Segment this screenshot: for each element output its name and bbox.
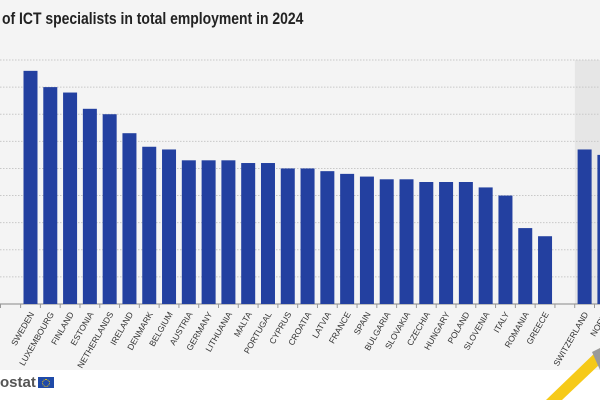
bar-italy — [498, 195, 513, 304]
bar-belgium — [162, 149, 177, 304]
bar-france — [340, 173, 355, 304]
logo-text: ostat — [0, 374, 36, 391]
bar-croatia — [300, 168, 315, 304]
decorative-swoosh — [546, 348, 600, 400]
bar-sweden — [23, 70, 38, 304]
bar-austria — [181, 160, 196, 304]
bar-bulgaria — [379, 179, 394, 304]
bar-norway — [597, 154, 600, 304]
bar-romania — [518, 228, 533, 304]
chart-panel — [0, 0, 600, 370]
bar-malta — [241, 163, 256, 304]
bar-latvia — [320, 171, 335, 304]
bar-switzerland — [577, 149, 592, 304]
bar-finland — [63, 92, 78, 305]
bar-portugal — [260, 163, 275, 304]
bar-ireland — [122, 133, 137, 304]
eurostat-logo: ostat — [0, 374, 54, 391]
bar-greece — [538, 236, 553, 304]
bar-poland — [458, 182, 473, 304]
x-tick-label: SPAIN — [352, 310, 373, 337]
bar-hungary — [439, 182, 454, 304]
bar-denmark — [142, 146, 157, 304]
bar-slovakia — [399, 179, 414, 304]
eu-flag-icon — [37, 377, 54, 388]
bar-slovenia — [478, 187, 493, 304]
chart-title: of ICT specialists in total employment i… — [2, 9, 304, 28]
bar-lithuania — [221, 160, 236, 304]
bar-netherlands — [102, 114, 117, 304]
bar-czechia — [419, 182, 434, 304]
x-tick-label: NORW — [588, 310, 600, 338]
bar-cyprus — [280, 168, 295, 304]
bar-chart: SWEDENLUXEMBOURGFINLANDESTONIANETHERLAND… — [0, 59, 600, 370]
bar-spain — [359, 176, 374, 304]
x-tick-label: ITALY — [491, 310, 511, 335]
bar-estonia — [82, 108, 97, 304]
bar-germany — [201, 160, 216, 304]
bar-luxembourg — [43, 87, 58, 304]
